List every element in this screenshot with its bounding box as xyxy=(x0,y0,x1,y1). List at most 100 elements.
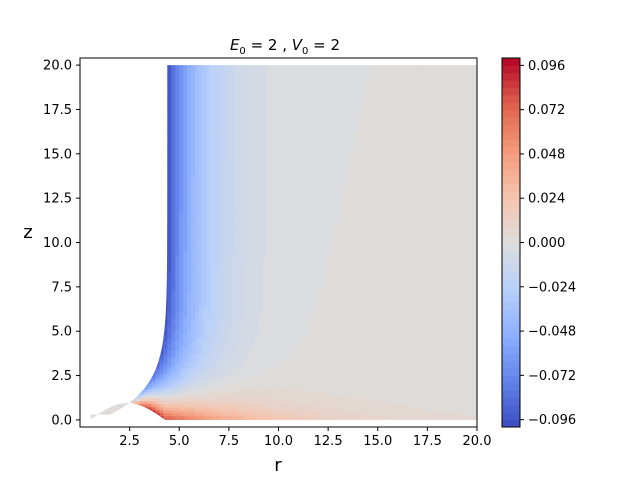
heatmap-cell xyxy=(91,81,97,85)
heatmap-cell xyxy=(95,251,101,256)
heatmap-cell xyxy=(199,272,204,276)
heatmap-cell xyxy=(95,69,101,73)
heatmap-cell xyxy=(155,287,160,291)
heatmap-cell xyxy=(199,236,204,241)
heatmap-cell xyxy=(99,320,105,324)
heatmap-cell xyxy=(199,185,204,190)
heatmap-cell xyxy=(226,394,232,399)
heatmap-cell xyxy=(107,403,113,408)
heatmap-cell xyxy=(135,96,141,100)
heatmap-cell xyxy=(159,81,164,85)
heatmap-cell xyxy=(107,361,113,366)
heatmap-cell xyxy=(155,108,160,112)
heatmap-cell xyxy=(131,99,137,103)
heatmap-cell xyxy=(107,140,113,145)
heatmap-cell xyxy=(115,391,121,396)
heatmap-cell xyxy=(119,281,125,285)
heatmap-cell xyxy=(99,352,105,357)
heatmap-cell xyxy=(127,406,133,411)
heatmap-cell xyxy=(84,147,89,151)
heatmap-cell xyxy=(119,149,125,154)
heatmap-cell xyxy=(127,358,133,363)
heatmap-cell xyxy=(155,341,160,345)
heatmap-cell xyxy=(147,120,153,124)
heatmap-cell xyxy=(179,314,184,318)
heatmap-cell xyxy=(222,209,228,214)
heatmap-cell xyxy=(147,206,153,211)
heatmap-cell xyxy=(91,290,97,294)
heatmap-cell xyxy=(222,143,228,148)
heatmap-cell xyxy=(115,123,121,127)
heatmap-cell xyxy=(175,409,180,414)
heatmap-cell xyxy=(143,123,149,127)
heatmap-cell xyxy=(139,161,145,166)
heatmap-cell xyxy=(175,105,180,109)
heatmap-cell xyxy=(84,213,89,217)
heatmap-cell xyxy=(187,272,192,276)
heatmap-cell xyxy=(95,191,101,196)
heatmap-cell xyxy=(191,158,196,163)
heatmap-cell xyxy=(91,188,97,193)
heatmap-cell xyxy=(222,233,228,238)
heatmap-cell xyxy=(115,317,121,321)
heatmap-cell xyxy=(167,200,172,205)
heatmap-cell xyxy=(238,114,244,118)
heatmap-cell xyxy=(115,332,121,336)
heatmap-cell xyxy=(191,134,196,139)
heatmap-cell xyxy=(242,379,248,384)
heatmap-cell xyxy=(131,81,137,85)
heatmap-cell xyxy=(191,167,196,172)
heatmap-cell xyxy=(179,102,184,106)
heatmap-cell xyxy=(119,269,125,273)
heatmap-cell xyxy=(151,233,157,238)
heatmap-cell xyxy=(155,224,160,229)
heatmap-cell xyxy=(171,215,176,220)
heatmap-cell xyxy=(151,137,157,142)
heatmap-cell xyxy=(84,359,89,363)
heatmap-cell xyxy=(211,72,216,76)
heatmap-cell xyxy=(127,412,133,417)
heatmap-cell xyxy=(187,123,192,127)
heatmap-cell xyxy=(187,379,192,384)
heatmap-cell xyxy=(84,105,89,109)
heatmap-cell xyxy=(139,203,145,208)
heatmap-cell xyxy=(91,403,97,408)
heatmap-cell xyxy=(95,335,101,339)
heatmap-cell xyxy=(199,230,204,235)
heatmap-cell xyxy=(91,317,97,321)
heatmap-cell xyxy=(211,161,216,166)
heatmap-cell xyxy=(211,361,216,366)
heatmap-cell xyxy=(155,245,160,250)
heatmap-cell xyxy=(191,308,196,312)
heatmap-cell xyxy=(199,179,204,184)
heatmap-cell xyxy=(147,251,153,256)
heatmap-cell xyxy=(199,332,204,336)
heatmap-cell xyxy=(218,72,224,76)
heatmap-cell xyxy=(222,158,228,163)
heatmap-cell xyxy=(95,254,101,259)
heatmap-cell xyxy=(203,355,208,360)
heatmap-cell xyxy=(230,278,236,282)
heatmap-cell xyxy=(143,102,149,106)
heatmap-cell xyxy=(175,290,180,294)
heatmap-cell xyxy=(123,302,129,306)
heatmap-cell xyxy=(214,284,220,288)
heatmap-cell xyxy=(139,266,145,270)
heatmap-cell xyxy=(107,90,113,94)
heatmap-cell xyxy=(99,158,105,163)
heatmap-cell xyxy=(214,245,220,250)
heatmap-cell xyxy=(90,293,93,297)
heatmap-cell xyxy=(179,347,184,351)
heatmap-cell xyxy=(207,248,212,253)
heatmap-cell xyxy=(123,206,129,211)
heatmap-cell xyxy=(214,335,220,339)
heatmap-cell xyxy=(207,176,212,181)
heatmap-cell xyxy=(211,224,216,229)
heatmap-cell xyxy=(222,299,228,303)
heatmap-cell xyxy=(187,266,192,270)
heatmap-cell xyxy=(84,180,89,184)
heatmap-cell xyxy=(115,164,121,169)
heatmap-cell xyxy=(199,87,204,91)
heatmap-cell xyxy=(203,123,208,127)
heatmap-cell xyxy=(115,385,121,390)
